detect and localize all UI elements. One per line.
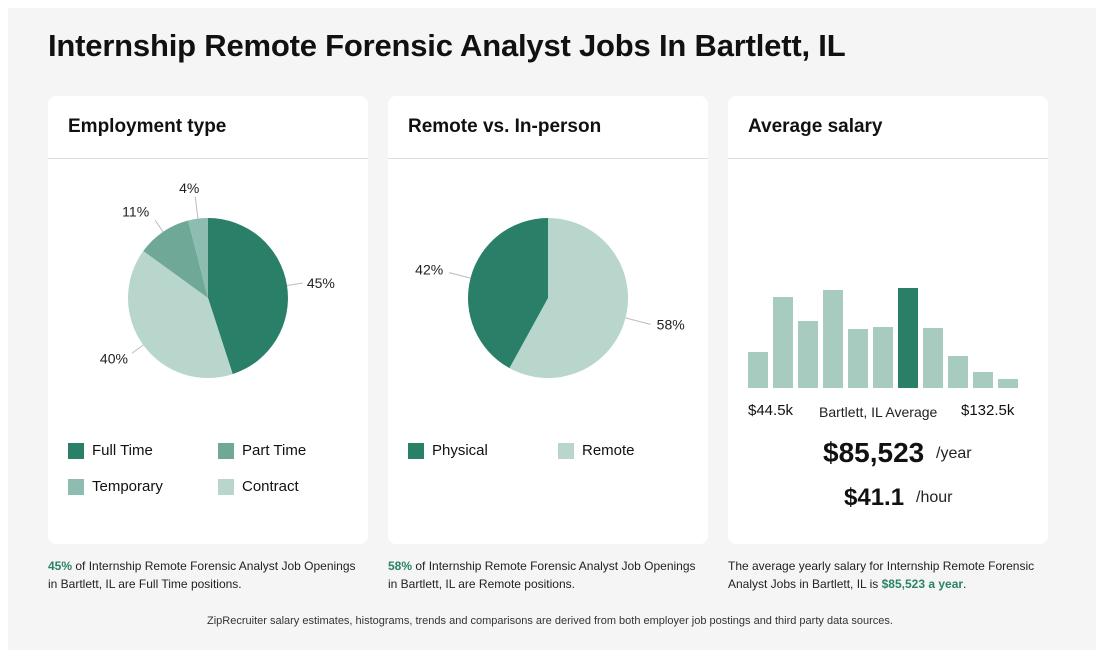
pie-slice-full-time bbox=[208, 218, 288, 375]
histogram-bar bbox=[773, 297, 793, 388]
card-divider bbox=[728, 158, 1048, 159]
pie-label-temporary: 4% bbox=[179, 180, 199, 196]
pie-leader-line-contract bbox=[131, 344, 144, 354]
card-divider bbox=[48, 158, 368, 159]
salary-histogram bbox=[748, 288, 1018, 388]
legend-swatch-remote bbox=[558, 442, 574, 459]
histogram-bar bbox=[973, 372, 993, 388]
remote-caption: 58% of Internship Remote Forensic Analys… bbox=[388, 557, 708, 593]
employment-type-pie-chart: 45% 40% 11% 4% bbox=[100, 180, 335, 378]
pie-slice-contract bbox=[128, 250, 233, 378]
pie-label-full-time: 45% bbox=[307, 275, 335, 291]
remote-vs-inperson-card: Remote vs. In-person 58% 42% Physical Rem… bbox=[388, 96, 708, 544]
footer-note: ZipRecruiter salary estimates, histogram… bbox=[207, 615, 893, 627]
histogram-bar bbox=[873, 327, 893, 388]
salary-yearly-unit: /year bbox=[936, 445, 972, 462]
salary-max-label: $132.5k bbox=[961, 402, 1015, 419]
histogram-bar bbox=[748, 352, 768, 388]
legend-swatch-contract bbox=[218, 478, 234, 495]
employment-type-card: Employment type 45% 40% 11% 4% Full Time Pa… bbox=[48, 96, 368, 544]
salary-yearly-value: $85,523 bbox=[823, 437, 925, 468]
salary-caption-end: . bbox=[963, 577, 967, 591]
salary-caption-amount: $85,523 a year bbox=[881, 577, 964, 591]
histogram-bar bbox=[848, 329, 868, 388]
histogram-bar bbox=[998, 379, 1018, 388]
legend-full-time: Full Time bbox=[68, 442, 153, 459]
average-salary-title: Average salary bbox=[748, 116, 883, 137]
remote-vs-inperson-title: Remote vs. In-person bbox=[408, 116, 602, 137]
employment-caption-pct: 45% bbox=[48, 559, 73, 573]
pie-leader-line-full-time bbox=[286, 282, 303, 286]
legend-label-contract: Contract bbox=[242, 478, 299, 495]
pie-slice-physical bbox=[468, 218, 548, 369]
salary-min-label: $44.5k bbox=[748, 402, 794, 419]
histogram-bar bbox=[948, 356, 968, 388]
legend-label-physical: Physical bbox=[432, 442, 488, 459]
salary-hourly-value: $41.1 bbox=[844, 484, 905, 511]
pie-slice-part-time bbox=[143, 220, 208, 298]
page-title: Internship Remote Forensic Analyst Jobs … bbox=[48, 28, 846, 63]
legend-temporary: Temporary bbox=[68, 478, 163, 495]
legend-swatch-full-time bbox=[68, 442, 84, 459]
legend-remote: Remote bbox=[558, 442, 635, 459]
remote-caption-pct: 58% bbox=[388, 559, 413, 573]
remote-caption-text: of Internship Remote Forensic Analyst Jo… bbox=[388, 559, 696, 591]
legend-label-remote: Remote bbox=[582, 442, 635, 459]
pie-label-physical: 42% bbox=[415, 262, 443, 278]
salary-caption: The average yearly salary for Internship… bbox=[728, 557, 1048, 593]
card-divider bbox=[388, 158, 708, 159]
histogram-bar-average bbox=[898, 288, 918, 388]
salary-average-label: Bartlett, IL Average bbox=[819, 404, 938, 420]
histogram-bar bbox=[823, 290, 843, 388]
legend-swatch-physical bbox=[408, 442, 424, 459]
pie-slice-remote bbox=[509, 218, 629, 378]
remote-pie-chart: 58% 42% bbox=[415, 218, 685, 378]
employment-caption-text: of Internship Remote Forensic Analyst Jo… bbox=[48, 559, 356, 591]
pie-label-part-time: 11% bbox=[122, 203, 149, 219]
average-salary-card: Average salary $44.5k Bartlett, IL Avera… bbox=[728, 96, 1048, 544]
pie-label-contract: 40% bbox=[100, 350, 128, 366]
legend-label-part-time: Part Time bbox=[242, 442, 307, 459]
histogram-bar bbox=[923, 328, 943, 388]
salary-hourly-unit: /hour bbox=[916, 489, 953, 506]
pie-leader-line-remote bbox=[625, 317, 651, 325]
pie-leader-line-part-time bbox=[154, 219, 164, 233]
legend-swatch-part-time bbox=[218, 442, 234, 459]
legend-part-time: Part Time bbox=[218, 442, 306, 459]
legend-contract: Contract bbox=[218, 478, 299, 495]
pie-leader-line-physical bbox=[449, 272, 471, 279]
legend-label-full-time: Full Time bbox=[92, 442, 153, 459]
histogram-bar bbox=[798, 321, 818, 388]
legend-swatch-temporary bbox=[68, 478, 84, 495]
employment-type-title: Employment type bbox=[68, 116, 227, 137]
salary-caption-text: The average yearly salary for Internship… bbox=[728, 559, 1035, 591]
legend-physical: Physical bbox=[408, 442, 488, 459]
legend-label-temporary: Temporary bbox=[92, 478, 163, 495]
pie-slice-temporary bbox=[188, 218, 208, 298]
pie-leader-line-temporary bbox=[194, 196, 199, 219]
employment-caption: 45% of Internship Remote Forensic Analys… bbox=[48, 557, 368, 593]
pie-label-remote: 58% bbox=[657, 316, 685, 332]
